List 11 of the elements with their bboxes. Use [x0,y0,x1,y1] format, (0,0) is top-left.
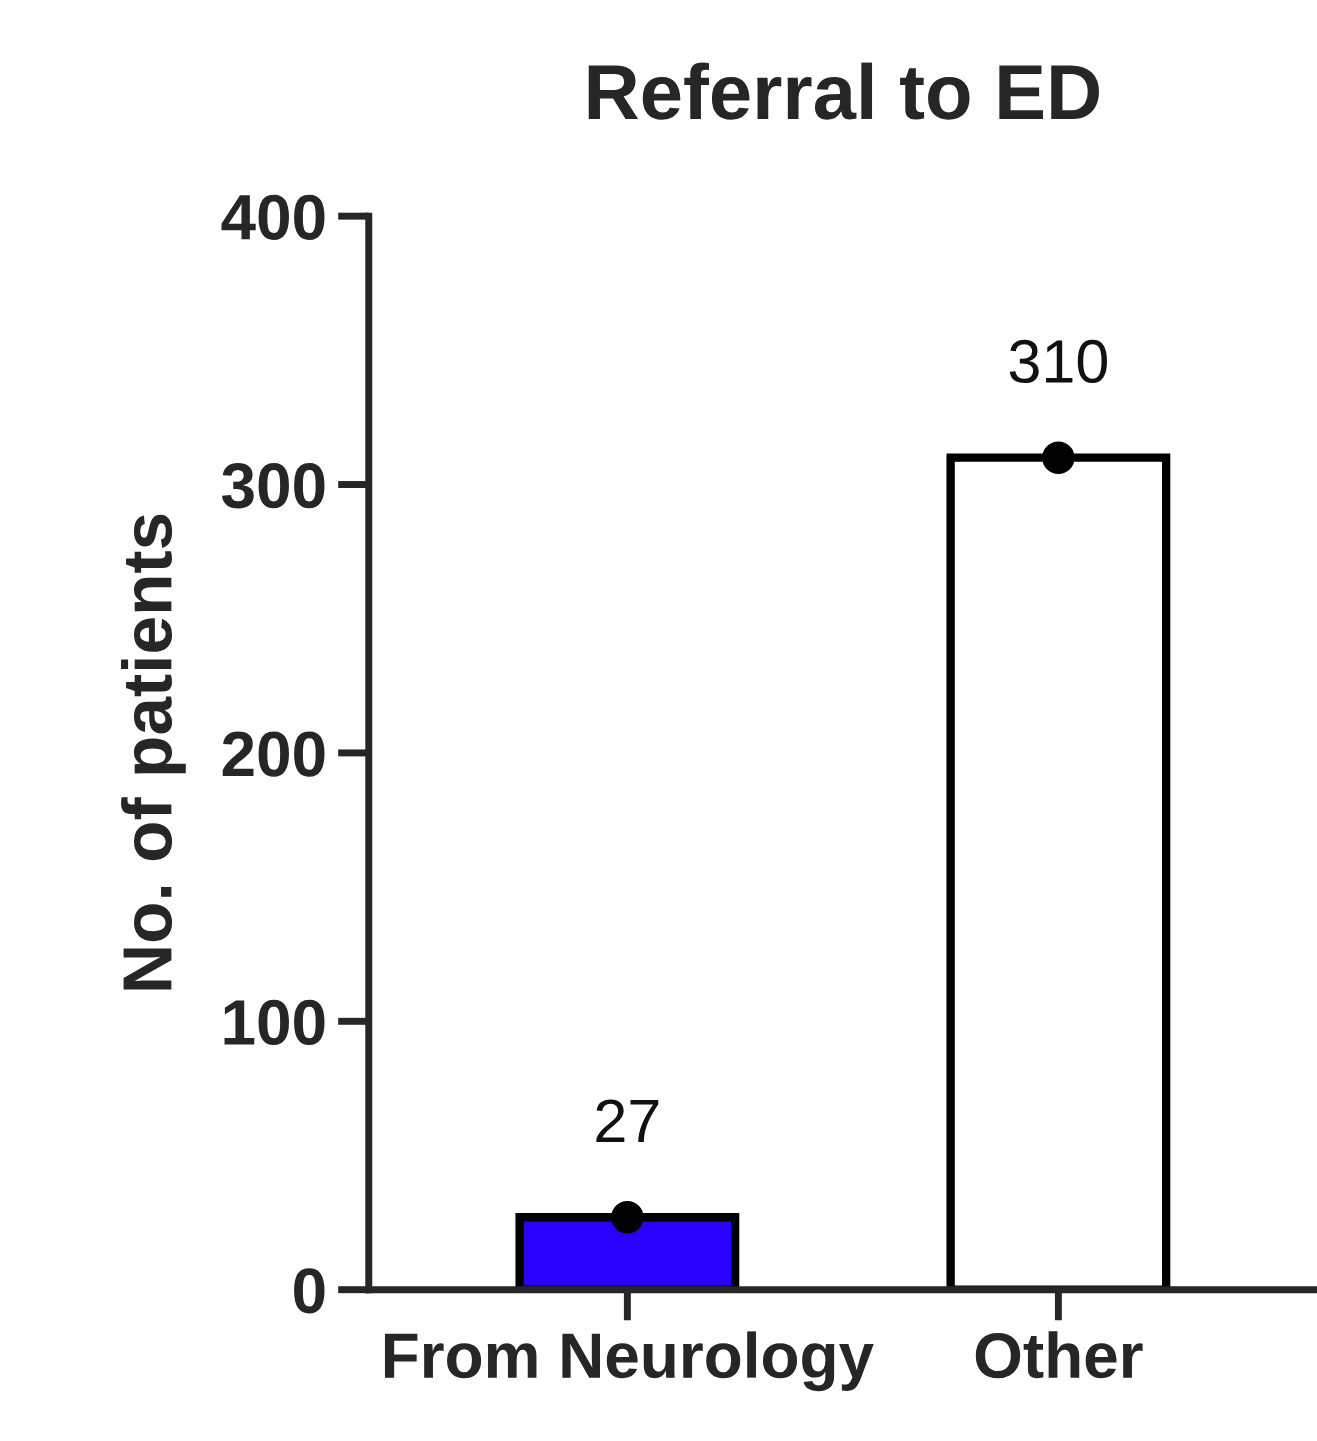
y-tick-label: 100 [224,999,325,1046]
y-tick-label: 300 [221,463,325,509]
chart-title: Referral to ED [588,62,1099,120]
y-tick-label: 400 [221,194,325,240]
data-label: 310 [1009,339,1107,384]
x-tick-label: Other [975,1331,1143,1379]
y-tick-label: 200 [222,731,325,777]
data-label: 27 [596,1099,659,1143]
y-tick-label: 0 [294,1268,325,1314]
y-axis-title: No. of patients [121,514,186,990]
x-tick-label: From Neurology [384,1331,874,1392]
